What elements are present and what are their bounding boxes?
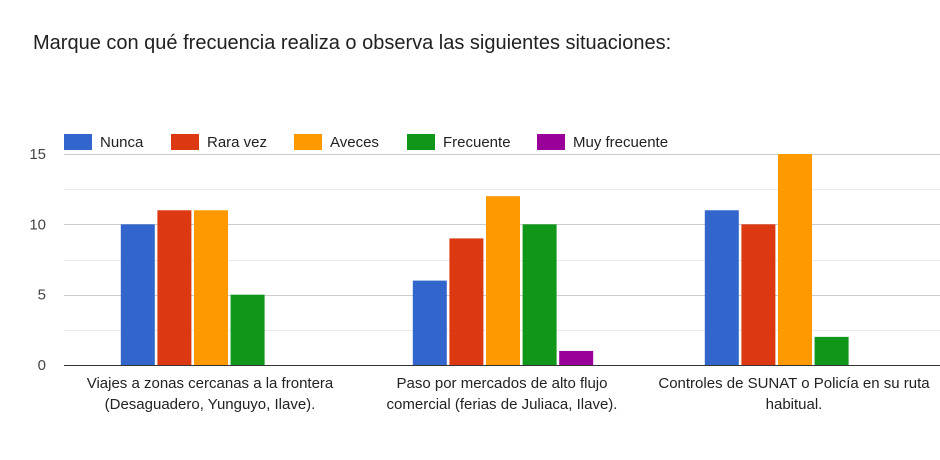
bar-frecuente [230,294,265,365]
bar-muy-frecuente [559,350,594,365]
legend-label-rara-vez: Rara vez [207,133,268,151]
bar-nunca [704,210,739,365]
bar-rara-vez [741,224,776,365]
y-tick-label: 10 [29,216,46,233]
bar-aveces [194,210,228,365]
legend-item-aveces: Aveces [294,131,379,153]
bar-nunca [412,280,447,365]
legend-label-frecuente: Frecuente [443,133,511,151]
legend-swatch-rara-vez [171,134,199,150]
bar-nunca [120,224,155,365]
legend-swatch-frecuente [407,134,435,150]
legend-item-rara-vez: Rara vez [171,131,267,153]
bar-rara-vez [157,210,192,365]
legend-label-aveces: Aveces [330,133,379,151]
y-tick-label: 15 [29,146,46,163]
legend-item-muy-frecuente: Muy frecuente [537,131,668,153]
bar-aveces [778,154,812,365]
x-category-label: (Desaguadero, Yunguyo, Ilave). [105,396,316,413]
legend-item-nunca: Nunca [64,131,143,153]
legend-swatch-aveces [294,134,322,150]
chart-title: Marque con qué frecuencia realiza o obse… [33,32,672,54]
legend-swatch-muy-frecuente [537,134,565,150]
x-category-label: Paso por mercados de alto flujo [397,375,608,392]
x-category-label: Viajes a zonas cercanas a la frontera [87,375,334,392]
bar-frecuente [522,224,557,365]
bar-aveces [486,196,520,365]
legend-label-muy-frecuente: Muy frecuente [573,133,669,151]
legend-label-nunca: Nunca [100,133,144,151]
legend-item-frecuente: Frecuente [407,131,511,153]
bar-rara-vez [449,238,484,365]
bar-frecuente [814,336,849,365]
x-category-label: Controles de SUNAT o Policía en su ruta [658,375,930,392]
x-category-label: habitual. [766,396,823,413]
x-category-label: comercial (ferias de Juliaca, Ilave). [387,396,618,413]
y-tick-label: 5 [38,287,46,304]
y-tick-label: 0 [38,357,46,374]
legend-swatch-nunca [64,134,92,150]
